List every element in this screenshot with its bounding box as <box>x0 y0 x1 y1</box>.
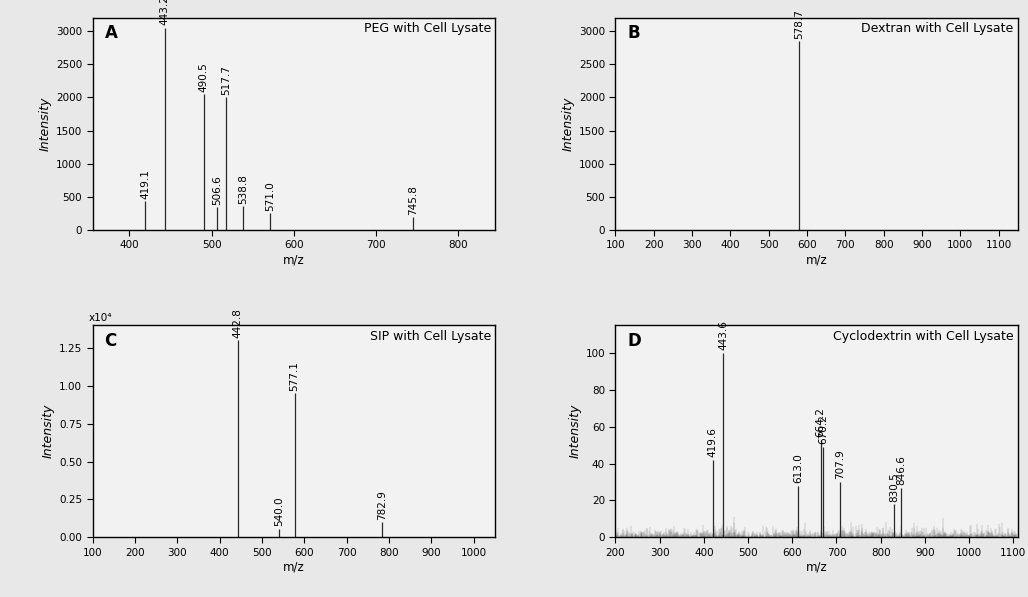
Text: 419.1: 419.1 <box>140 169 150 199</box>
Text: 506.6: 506.6 <box>212 175 222 205</box>
Text: 419.6: 419.6 <box>707 427 718 457</box>
Text: 578.7: 578.7 <box>794 9 804 39</box>
Y-axis label: Intensity: Intensity <box>39 97 51 151</box>
X-axis label: m/z: m/z <box>806 561 828 574</box>
X-axis label: m/z: m/z <box>806 253 828 266</box>
Text: 577.1: 577.1 <box>290 361 299 391</box>
Text: 517.7: 517.7 <box>221 65 231 95</box>
Y-axis label: Intensity: Intensity <box>568 404 581 458</box>
Text: 490.5: 490.5 <box>198 62 209 91</box>
Text: D: D <box>627 332 641 350</box>
Text: 846.6: 846.6 <box>896 455 907 485</box>
X-axis label: m/z: m/z <box>283 561 304 574</box>
Text: x10⁴: x10⁴ <box>88 313 112 323</box>
Text: 540.0: 540.0 <box>273 497 284 527</box>
Text: 442.8: 442.8 <box>232 308 243 338</box>
Text: 443.6: 443.6 <box>719 321 728 350</box>
Text: 538.8: 538.8 <box>238 174 249 204</box>
Text: Dextran with Cell Lysate: Dextran with Cell Lysate <box>861 22 1014 35</box>
Text: SIP with Cell Lysate: SIP with Cell Lysate <box>369 330 490 343</box>
Text: A: A <box>105 24 117 42</box>
Text: 664.2: 664.2 <box>815 407 825 437</box>
Text: 830.5: 830.5 <box>889 472 900 501</box>
X-axis label: m/z: m/z <box>283 253 304 266</box>
Text: 443.2: 443.2 <box>160 0 170 25</box>
Text: Cyclodextrin with Cell Lysate: Cyclodextrin with Cell Lysate <box>833 330 1014 343</box>
Text: 782.9: 782.9 <box>376 490 387 519</box>
Text: 571.0: 571.0 <box>265 181 274 211</box>
Text: C: C <box>105 332 117 350</box>
Text: 613.0: 613.0 <box>793 453 803 483</box>
Text: 670.2: 670.2 <box>818 415 829 444</box>
Text: 745.8: 745.8 <box>408 185 418 215</box>
Text: 707.9: 707.9 <box>835 450 845 479</box>
Text: B: B <box>627 24 640 42</box>
Text: PEG with Cell Lysate: PEG with Cell Lysate <box>364 22 490 35</box>
Y-axis label: Intensity: Intensity <box>561 97 575 151</box>
Y-axis label: Intensity: Intensity <box>42 404 54 458</box>
